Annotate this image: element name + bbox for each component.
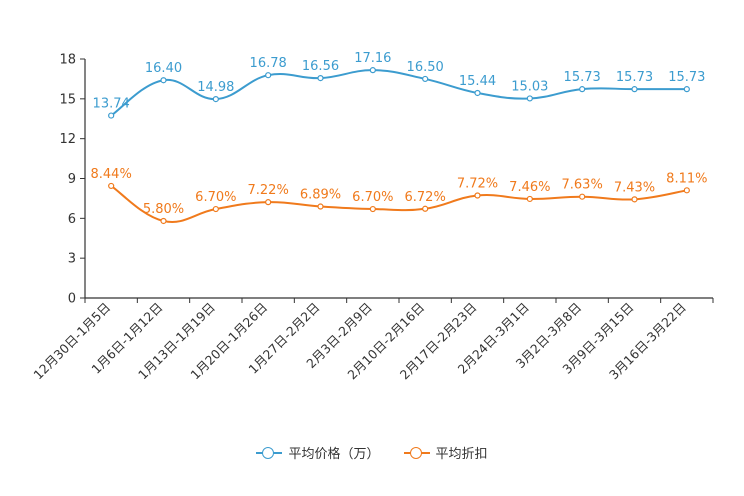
data-label: 6.72% xyxy=(405,190,446,205)
y-tick-label: 12 xyxy=(59,132,76,147)
legend-discount-label: 平均折扣 xyxy=(435,447,488,462)
data-label: 15.03 xyxy=(511,79,548,94)
data-label: 17.16 xyxy=(354,51,391,66)
data-point xyxy=(212,205,219,213)
data-label: 8.11% xyxy=(666,171,707,186)
data-point xyxy=(474,89,481,97)
data-point xyxy=(108,112,115,119)
data-label: 16.40 xyxy=(145,61,182,76)
data-point xyxy=(108,182,115,190)
data-point xyxy=(317,75,324,82)
y-tick-label: 0 xyxy=(68,292,76,307)
data-point xyxy=(369,67,376,74)
data-point xyxy=(631,86,638,93)
data-label: 7.46% xyxy=(509,180,550,195)
legend-discount-marker xyxy=(403,446,430,459)
data-point xyxy=(526,195,533,203)
data-point xyxy=(317,203,324,210)
data-point xyxy=(683,86,690,93)
data-point xyxy=(683,187,690,194)
data-point xyxy=(160,217,167,225)
data-label: 8.44% xyxy=(91,167,132,182)
data-label: 7.22% xyxy=(248,183,289,198)
series-line-1 xyxy=(110,185,687,223)
data-label: 7.72% xyxy=(457,176,498,191)
data-label: 7.43% xyxy=(614,180,655,195)
data-label: 15.73 xyxy=(616,70,653,85)
legend-price-marker xyxy=(256,446,283,459)
data-label: 6.70% xyxy=(195,190,236,205)
legend: 平均价格（万） 平均折扣 xyxy=(0,443,744,462)
data-label: 6.89% xyxy=(300,188,341,203)
data-point xyxy=(369,205,376,213)
data-label: 7.63% xyxy=(562,178,603,193)
legend-item-discount[interactable]: 平均折扣 xyxy=(403,443,488,462)
data-point xyxy=(265,199,272,206)
data-point xyxy=(631,196,638,203)
data-point xyxy=(579,86,586,93)
data-label: 15.44 xyxy=(459,74,496,89)
data-label: 15.73 xyxy=(668,70,705,85)
data-point xyxy=(212,95,219,103)
data-label: 16.78 xyxy=(250,56,287,71)
y-tick-label: 15 xyxy=(59,92,76,107)
y-tick-label: 18 xyxy=(59,53,76,68)
y-tick-label: 6 xyxy=(68,212,76,227)
data-label: 16.50 xyxy=(407,60,444,75)
data-label: 13.74 xyxy=(93,97,130,112)
data-point xyxy=(160,77,167,84)
legend-item-price[interactable]: 平均价格（万） xyxy=(256,443,380,462)
line-chart: 036912151812月30日-1月5日1月6日-1月12日1月13日-1月1… xyxy=(30,51,714,382)
y-tick-label: 3 xyxy=(68,252,76,267)
data-label: 14.98 xyxy=(197,80,234,95)
data-label: 5.80% xyxy=(143,202,184,217)
data-point xyxy=(579,193,586,200)
data-label: 15.73 xyxy=(564,70,601,85)
data-point xyxy=(474,192,481,199)
data-label: 16.56 xyxy=(302,59,339,74)
data-point xyxy=(265,72,272,79)
legend-price-label: 平均价格（万） xyxy=(288,447,380,462)
data-point xyxy=(422,205,429,212)
data-point xyxy=(526,95,533,102)
data-point xyxy=(422,75,429,83)
y-tick-label: 9 xyxy=(68,172,76,187)
data-label: 6.70% xyxy=(352,190,393,205)
